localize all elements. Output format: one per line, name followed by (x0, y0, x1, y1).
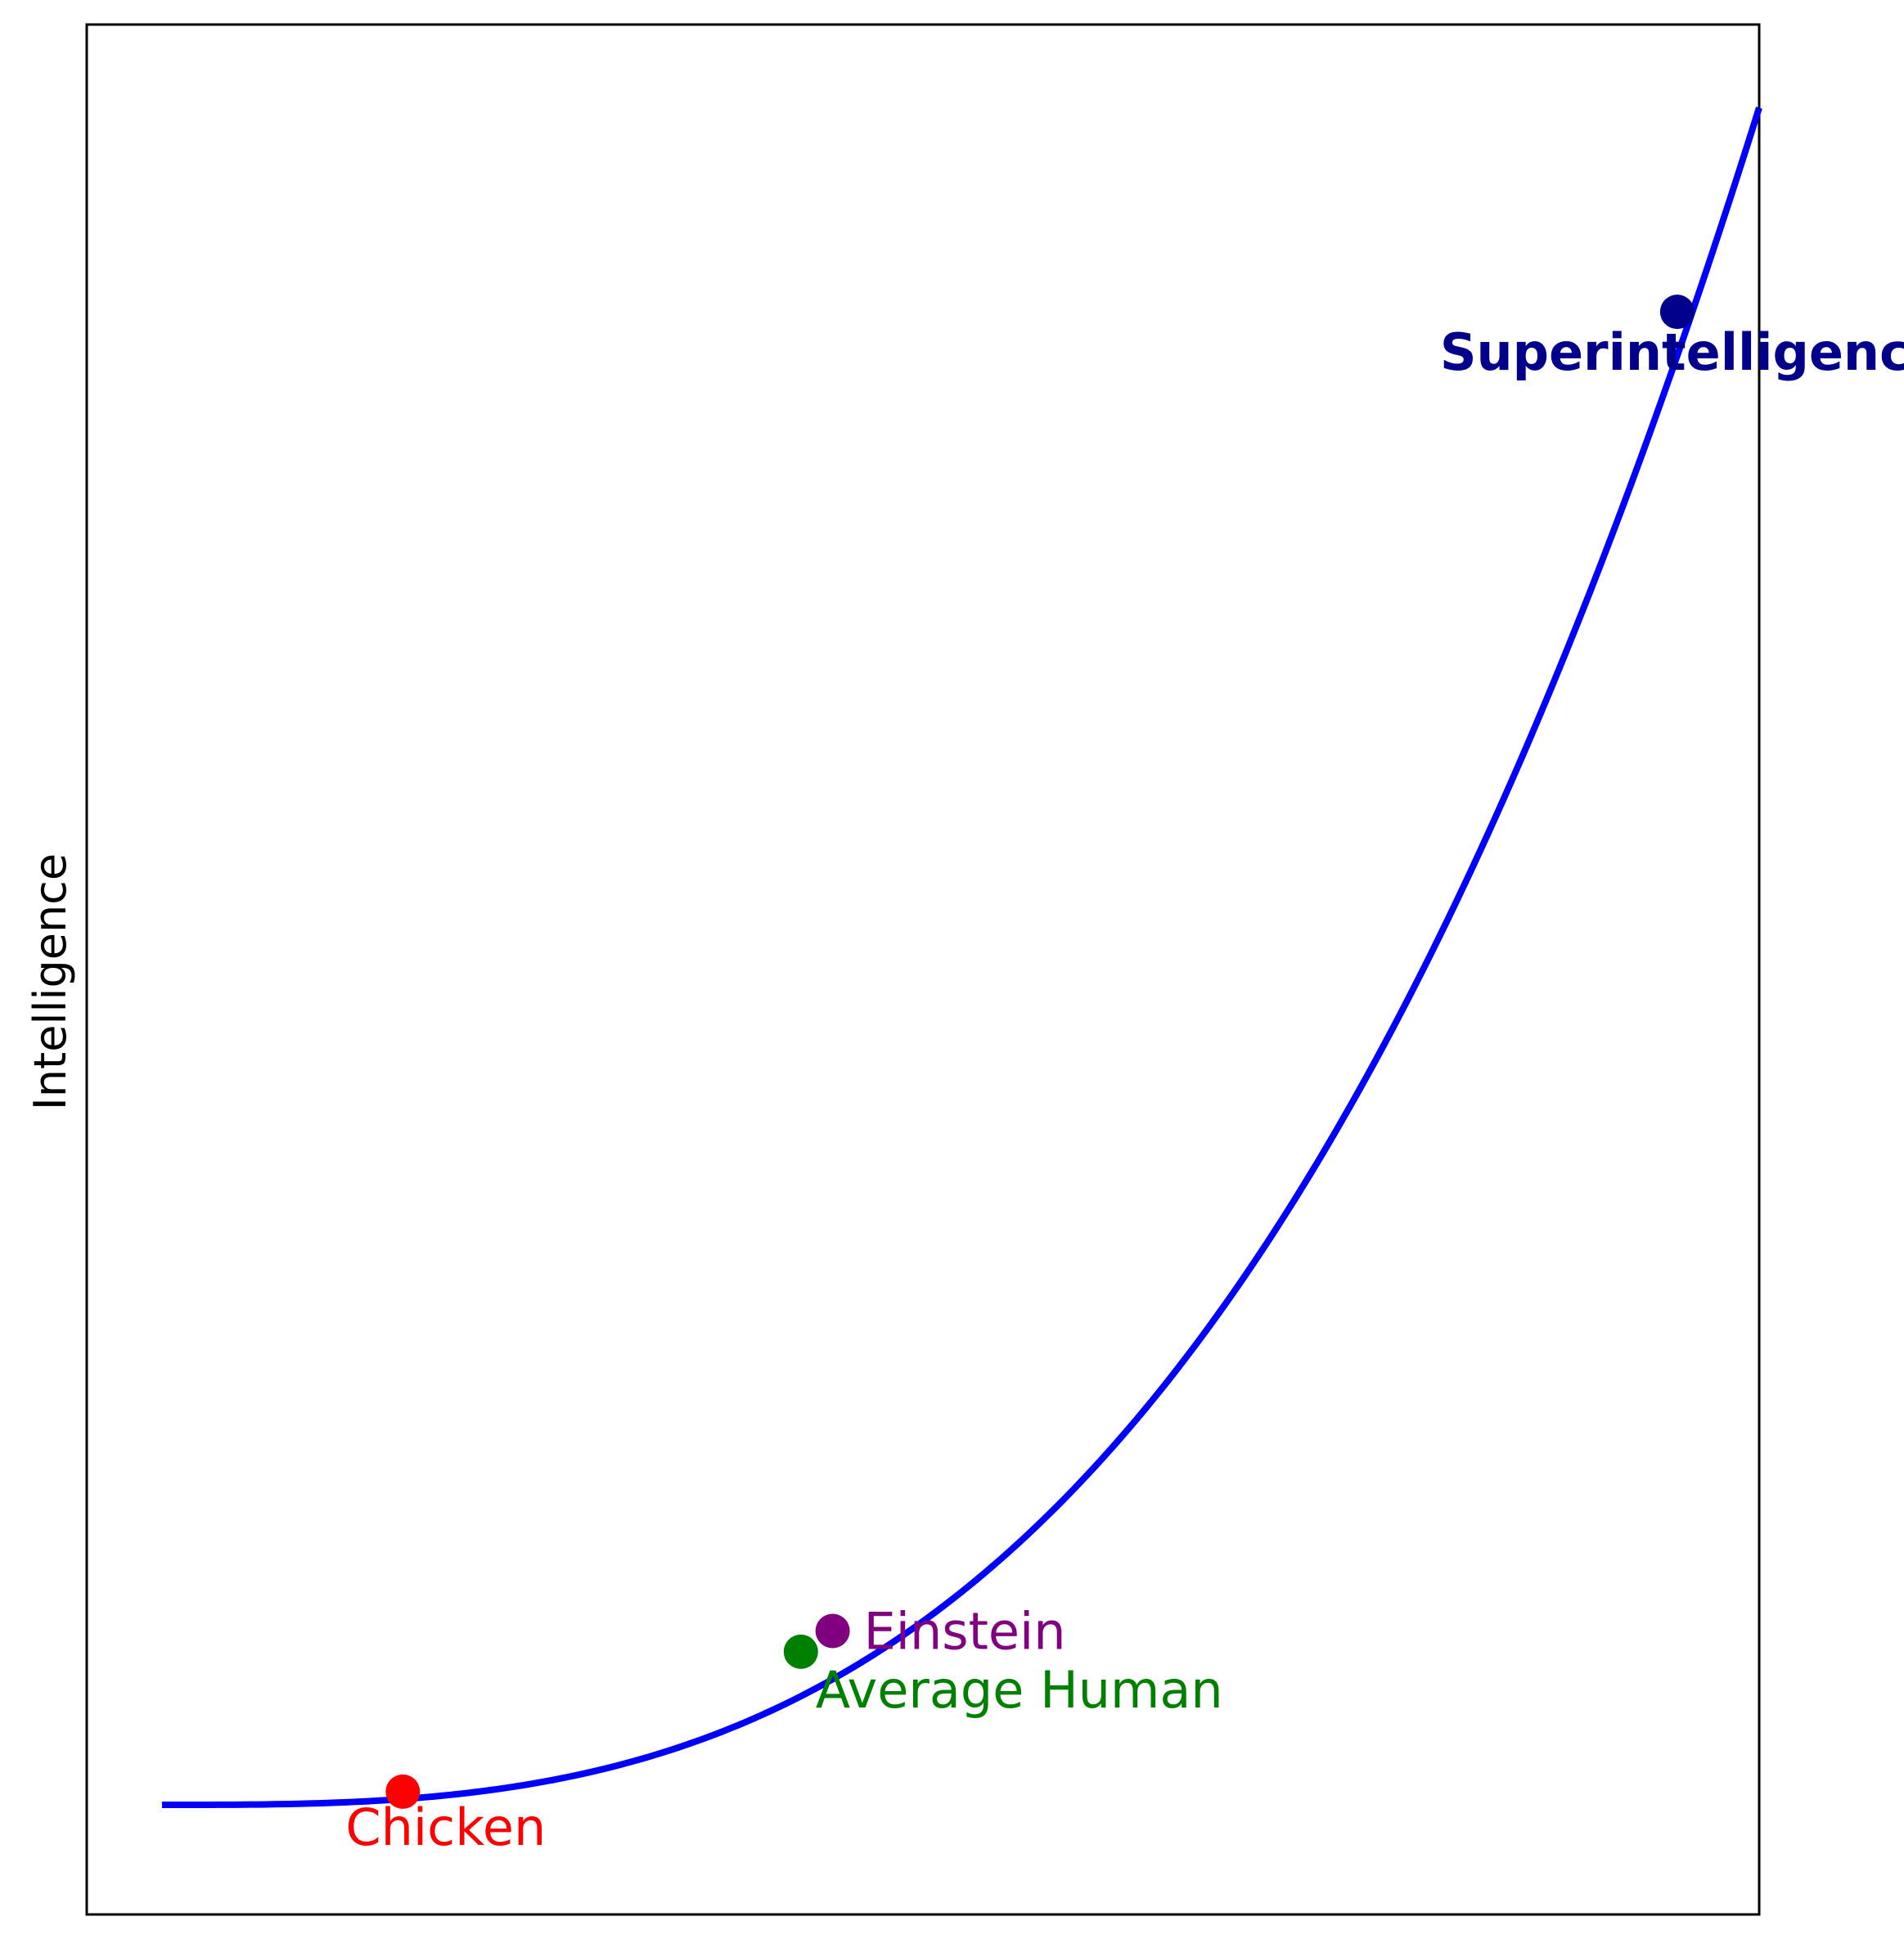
point-marker-average-human (783, 1634, 818, 1669)
y-axis-label: Intelligence (25, 853, 76, 1110)
point-label-einstein: Einstein (864, 1602, 1066, 1662)
point-label-superintelligence: Superintelligence (1440, 322, 1904, 382)
intelligence-curve (161, 106, 1762, 1809)
plot-frame (85, 23, 1761, 1916)
point-marker-einstein (815, 1613, 850, 1649)
point-marker-superintelligence (1659, 295, 1695, 330)
point-label-chicken: Chicken (345, 1797, 546, 1857)
point-marker-chicken (385, 1774, 421, 1809)
point-label-average-human: Average Human (816, 1660, 1223, 1720)
